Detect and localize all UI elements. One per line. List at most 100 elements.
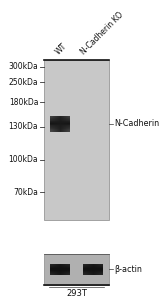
Bar <box>84 266 103 267</box>
Bar <box>60 116 61 132</box>
Text: WT: WT <box>54 42 69 57</box>
Bar <box>50 116 51 132</box>
Bar <box>61 264 62 275</box>
Bar <box>50 122 70 123</box>
Bar <box>68 264 69 275</box>
Bar <box>65 116 66 132</box>
Bar <box>50 120 70 121</box>
Bar <box>50 116 70 117</box>
Bar <box>86 264 87 275</box>
Text: 130kDa: 130kDa <box>9 122 38 131</box>
Bar <box>50 123 70 124</box>
Bar <box>50 265 70 266</box>
Text: N-Cadherin: N-Cadherin <box>114 119 159 128</box>
Bar <box>51 116 52 132</box>
Bar <box>56 116 57 132</box>
Bar <box>62 116 63 132</box>
Bar <box>96 264 97 275</box>
Bar <box>50 274 70 275</box>
Bar <box>50 127 70 128</box>
Bar <box>58 116 59 132</box>
Bar <box>50 271 70 272</box>
Bar <box>97 264 98 275</box>
Bar <box>98 264 99 275</box>
Bar <box>60 264 61 275</box>
Bar <box>50 119 70 120</box>
Bar <box>50 124 70 125</box>
Bar <box>67 116 68 132</box>
Text: 70kDa: 70kDa <box>13 188 38 197</box>
Bar <box>69 116 70 132</box>
Bar <box>59 264 60 275</box>
Bar <box>92 264 93 275</box>
Bar <box>55 116 56 132</box>
Bar <box>59 116 60 132</box>
Text: 250kDa: 250kDa <box>9 78 38 87</box>
Bar <box>50 273 70 274</box>
Bar <box>66 116 67 132</box>
Bar <box>58 264 59 275</box>
Bar <box>50 272 70 273</box>
Bar <box>52 116 53 132</box>
Bar <box>85 264 86 275</box>
Bar <box>50 269 70 270</box>
Text: 180kDa: 180kDa <box>9 98 38 107</box>
Text: 293T: 293T <box>66 289 87 298</box>
Bar <box>64 116 65 132</box>
Bar <box>57 264 58 275</box>
Bar <box>53 264 54 275</box>
Bar <box>50 128 70 129</box>
Bar <box>84 272 103 273</box>
Bar <box>67 264 68 275</box>
Bar <box>94 264 95 275</box>
Bar <box>69 264 70 275</box>
Bar <box>62 264 63 275</box>
Bar <box>56 264 57 275</box>
Bar <box>95 264 96 275</box>
Bar <box>84 265 103 266</box>
Bar <box>44 254 109 285</box>
Bar <box>84 273 103 274</box>
Bar <box>65 264 66 275</box>
Bar <box>50 268 70 269</box>
Bar <box>84 274 103 275</box>
Bar <box>50 266 70 267</box>
Bar <box>93 264 94 275</box>
Bar <box>63 116 64 132</box>
Bar <box>100 264 101 275</box>
Bar <box>68 116 69 132</box>
Bar <box>102 264 103 275</box>
Bar <box>90 264 91 275</box>
Bar <box>101 264 102 275</box>
Bar <box>84 264 85 275</box>
Bar <box>50 274 70 275</box>
Bar <box>50 270 70 271</box>
Bar <box>50 264 70 265</box>
Bar <box>84 271 103 272</box>
Bar <box>84 268 103 269</box>
Bar <box>63 264 64 275</box>
Text: 100kDa: 100kDa <box>9 155 38 164</box>
Bar <box>61 116 62 132</box>
Bar <box>50 264 51 275</box>
Bar <box>52 264 53 275</box>
Bar <box>84 274 103 275</box>
Bar <box>87 264 88 275</box>
Bar <box>84 267 103 268</box>
Bar <box>54 264 55 275</box>
Text: N-Cadherin KO: N-Cadherin KO <box>79 11 125 57</box>
Bar <box>91 264 92 275</box>
Bar <box>84 270 103 271</box>
Text: β-actin: β-actin <box>114 265 142 274</box>
Bar <box>44 60 109 220</box>
Bar <box>50 125 70 126</box>
Bar <box>50 117 70 118</box>
Bar <box>50 121 70 122</box>
Bar <box>51 264 52 275</box>
Bar <box>54 116 55 132</box>
Bar <box>55 264 56 275</box>
Bar <box>88 264 89 275</box>
Bar <box>50 129 70 130</box>
Bar <box>50 267 70 268</box>
Bar <box>66 264 67 275</box>
